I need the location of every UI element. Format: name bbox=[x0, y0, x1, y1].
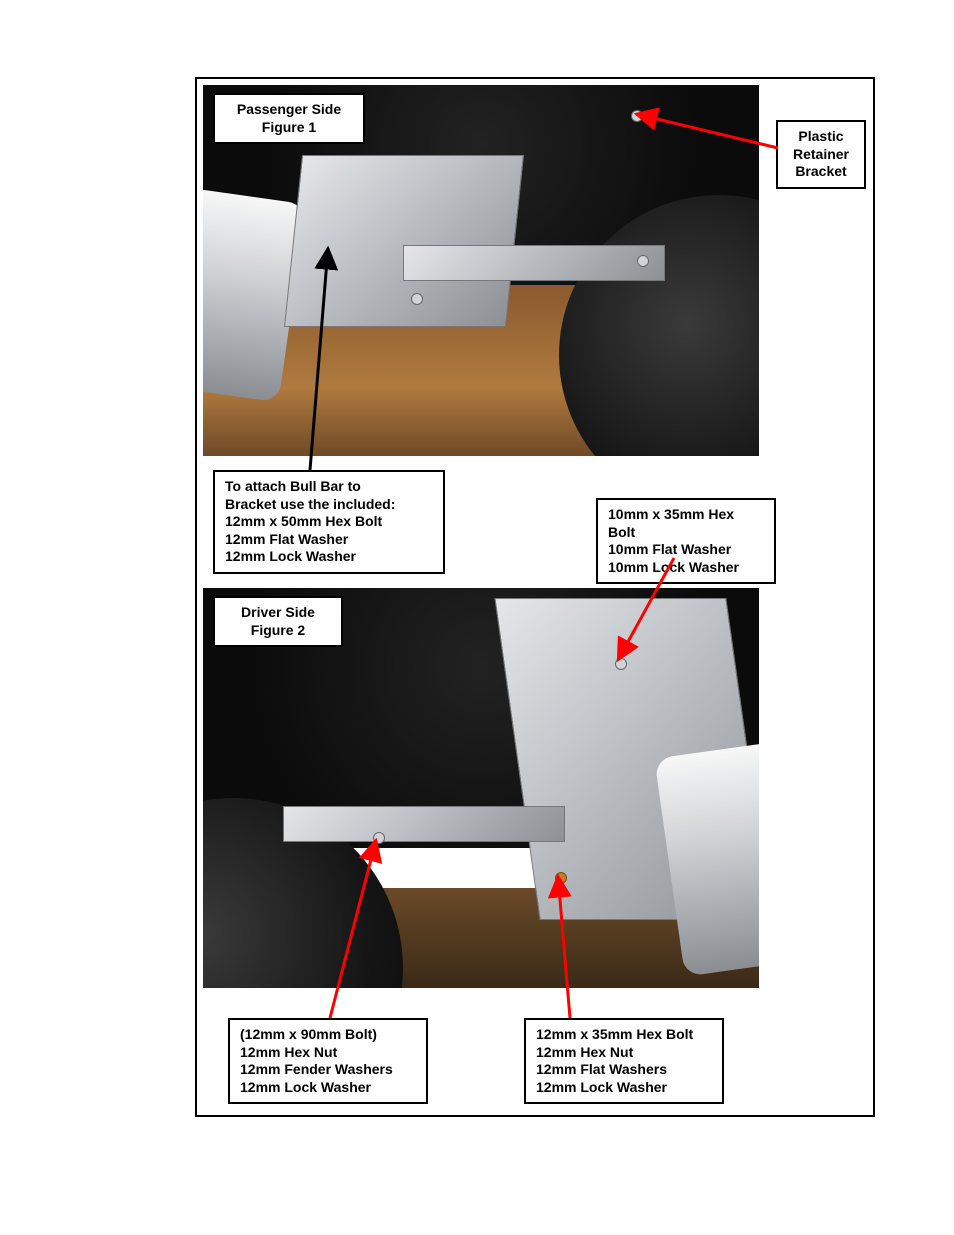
f2r-l1: 12mm x 35mm Hex Bolt bbox=[536, 1026, 712, 1044]
bolt-icon bbox=[631, 110, 643, 122]
figure1-title-l2: Figure 1 bbox=[225, 119, 353, 137]
f2top-l2: 10mm Flat Washer bbox=[608, 541, 764, 559]
figure2-top-callout: 10mm x 35mm Hex Bolt 10mm Flat Washer 10… bbox=[596, 498, 776, 584]
retainer-l2: Retainer bbox=[788, 146, 854, 164]
bolt-icon bbox=[555, 872, 567, 884]
f2top-l1: 10mm x 35mm Hex Bolt bbox=[608, 506, 764, 541]
figure1-title: Passenger Side Figure 1 bbox=[213, 93, 365, 144]
attach-l2: Bracket use the included: bbox=[225, 496, 433, 514]
attach-l5: 12mm Lock Washer bbox=[225, 548, 433, 566]
bolt-icon bbox=[411, 293, 423, 305]
attach-callout: To attach Bull Bar to Bracket use the in… bbox=[213, 470, 445, 574]
f2top-l3: 10mm Lock Washer bbox=[608, 559, 764, 577]
retainer-callout: Plastic Retainer Bracket bbox=[776, 120, 866, 189]
f2r-l4: 12mm Lock Washer bbox=[536, 1079, 712, 1097]
figure2-title-l2: Figure 2 bbox=[225, 622, 331, 640]
figure2-title-l1: Driver Side bbox=[225, 604, 331, 622]
figure2-right-callout: 12mm x 35mm Hex Bolt 12mm Hex Nut 12mm F… bbox=[524, 1018, 724, 1104]
bracket-arm bbox=[403, 245, 665, 281]
figure2-photo bbox=[203, 588, 759, 988]
figure2-left-callout: (12mm x 90mm Bolt) 12mm Hex Nut 12mm Fen… bbox=[228, 1018, 428, 1104]
bracket-arm bbox=[283, 806, 565, 842]
attach-l1: To attach Bull Bar to bbox=[225, 478, 433, 496]
f2l-l1: (12mm x 90mm Bolt) bbox=[240, 1026, 416, 1044]
bolt-icon bbox=[615, 658, 627, 670]
f2r-l3: 12mm Flat Washers bbox=[536, 1061, 712, 1079]
bolt-icon bbox=[373, 832, 385, 844]
bracket bbox=[284, 155, 524, 327]
attach-l3: 12mm x 50mm Hex Bolt bbox=[225, 513, 433, 531]
retainer-l3: Bracket bbox=[788, 163, 854, 181]
f2l-l3: 12mm Fender Washers bbox=[240, 1061, 416, 1079]
f2l-l2: 12mm Hex Nut bbox=[240, 1044, 416, 1062]
f2r-l2: 12mm Hex Nut bbox=[536, 1044, 712, 1062]
figure2-title: Driver Side Figure 2 bbox=[213, 596, 343, 647]
f2l-l4: 12mm Lock Washer bbox=[240, 1079, 416, 1097]
figure1-title-l1: Passenger Side bbox=[225, 101, 353, 119]
bolt-icon bbox=[637, 255, 649, 267]
page: Passenger Side Figure 1 Plastic Retainer… bbox=[0, 0, 954, 1235]
retainer-l1: Plastic bbox=[788, 128, 854, 146]
attach-l4: 12mm Flat Washer bbox=[225, 531, 433, 549]
